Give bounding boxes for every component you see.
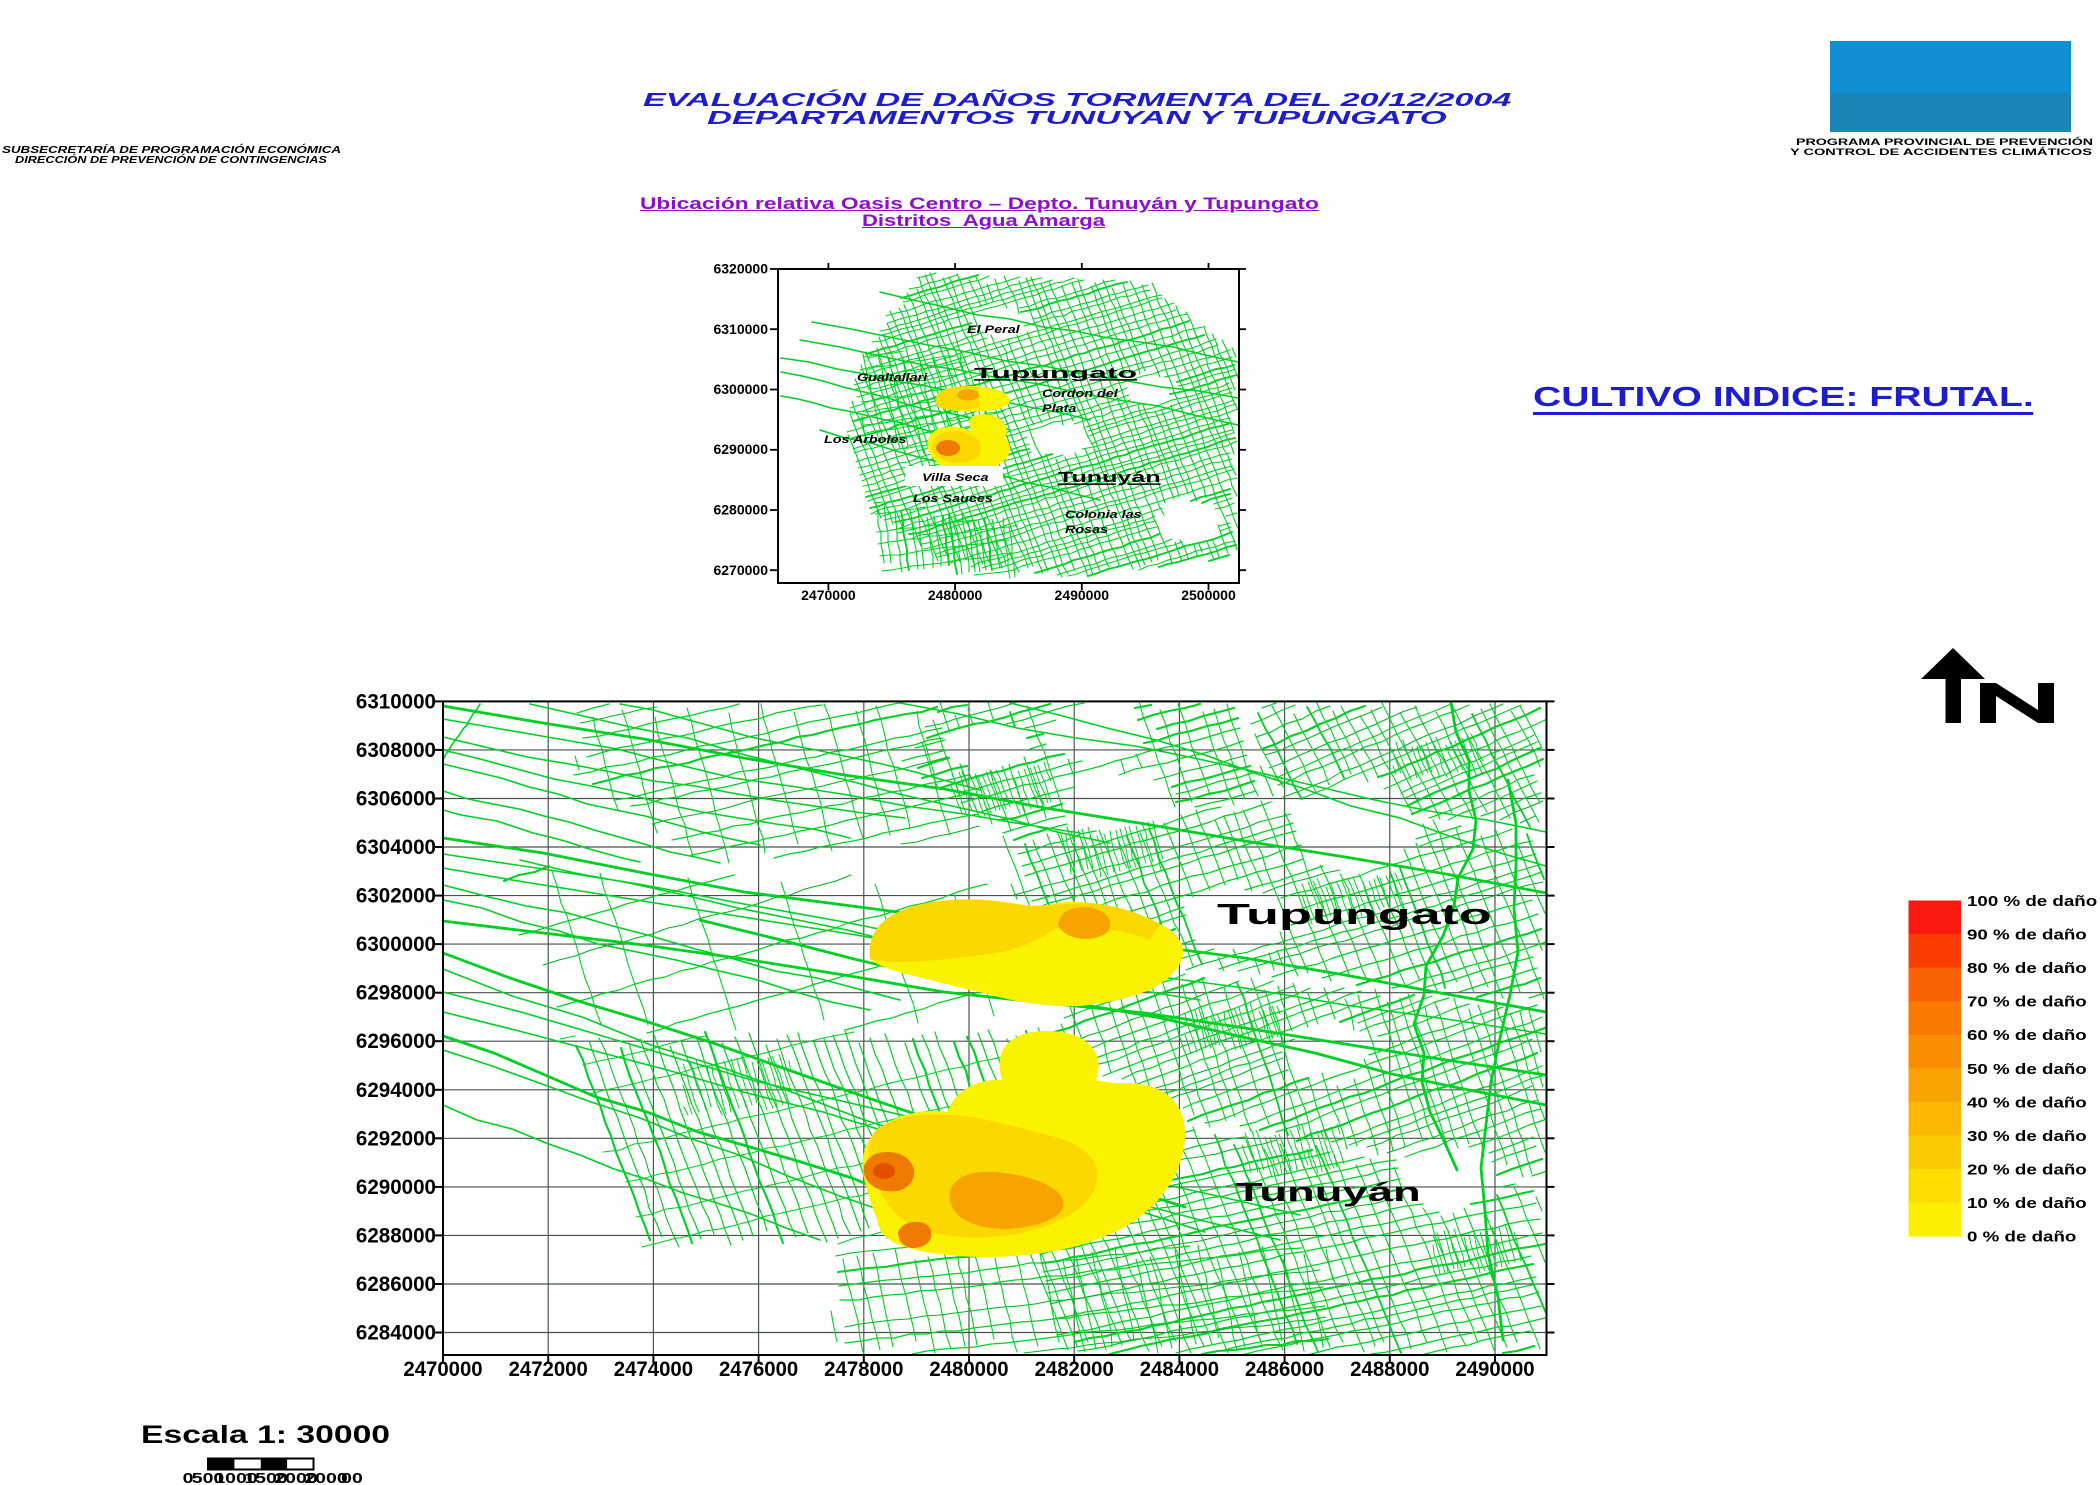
svg-text:6286000: 6286000: [356, 1273, 436, 1296]
svg-text:70 % de daño: 70 % de daño: [1967, 993, 2087, 1010]
svg-text:20 % de daño: 20 % de daño: [1967, 1161, 2087, 1178]
svg-text:2486000: 2486000: [1245, 1358, 1324, 1381]
svg-text:6288000: 6288000: [356, 1224, 436, 1247]
svg-text:6306000: 6306000: [356, 787, 436, 810]
svg-text:Tupungato: Tupungato: [974, 365, 1137, 382]
svg-text:6290000: 6290000: [356, 1176, 436, 1199]
svg-text:Tunuyán: Tunuyán: [1235, 1178, 1421, 1206]
svg-text:2476000: 2476000: [719, 1358, 798, 1381]
svg-text:60 % de daño: 60 % de daño: [1967, 1027, 2087, 1044]
svg-text:6290000: 6290000: [713, 441, 768, 457]
svg-text:2484000: 2484000: [1140, 1358, 1219, 1381]
svg-text:6304000: 6304000: [356, 836, 436, 859]
svg-text:2000: 2000: [304, 1469, 347, 1485]
svg-text:1500: 1500: [244, 1469, 287, 1485]
svg-text:80 % de daño: 80 % de daño: [1967, 960, 2087, 977]
svg-text:6300000: 6300000: [356, 933, 436, 956]
svg-text:100 % de daño: 100 % de daño: [1967, 893, 2097, 910]
svg-text:Tupungato: Tupungato: [1217, 899, 1492, 931]
svg-text:6302000: 6302000: [356, 884, 436, 907]
svg-text:Colonia las: Colonia las: [1065, 507, 1142, 520]
svg-text:Tunuyán: Tunuyán: [1058, 469, 1161, 485]
svg-text:Villa Seca: Villa Seca: [922, 470, 989, 483]
svg-text:6320000: 6320000: [713, 261, 768, 277]
svg-text:2490000: 2490000: [1055, 587, 1110, 603]
svg-text:2480000: 2480000: [929, 1358, 1008, 1381]
svg-text:6284000: 6284000: [356, 1321, 436, 1344]
svg-text:2472000: 2472000: [509, 1358, 588, 1381]
svg-text:2488000: 2488000: [1350, 1358, 1429, 1381]
svg-text:2474000: 2474000: [614, 1358, 693, 1381]
svg-text:2470000: 2470000: [801, 587, 856, 603]
svg-text:10 % de daño: 10 % de daño: [1967, 1195, 2087, 1212]
svg-text:6296000: 6296000: [356, 1030, 436, 1053]
svg-text:2500000: 2500000: [1181, 587, 1236, 603]
svg-text:2480000: 2480000: [928, 587, 983, 603]
svg-text:6292000: 6292000: [356, 1127, 436, 1150]
svg-text:Los Arboles: Los Arboles: [824, 432, 906, 445]
svg-text:Los Sauces: Los Sauces: [913, 491, 993, 504]
svg-text:6294000: 6294000: [356, 1079, 436, 1102]
svg-text:El Peral: El Peral: [967, 322, 1020, 335]
svg-text:6280000: 6280000: [713, 502, 768, 518]
svg-text:40 % de daño: 40 % de daño: [1967, 1094, 2087, 1111]
svg-text:2470000: 2470000: [403, 1358, 482, 1381]
svg-text:0 % de daño: 0 % de daño: [1967, 1228, 2076, 1245]
svg-text:90 % de daño: 90 % de daño: [1967, 926, 2087, 943]
svg-text:2000: 2000: [274, 1469, 317, 1485]
svg-text:Plata: Plata: [1042, 401, 1076, 414]
svg-text:2478000: 2478000: [824, 1358, 903, 1381]
svg-text:30 % de daño: 30 % de daño: [1967, 1128, 2087, 1145]
svg-text:6270000: 6270000: [713, 562, 768, 578]
svg-text:6310000: 6310000: [356, 690, 436, 713]
svg-text:Cordon del: Cordon del: [1042, 386, 1118, 399]
svg-text:00: 00: [341, 1469, 363, 1485]
svg-text:2490000: 2490000: [1455, 1358, 1534, 1381]
svg-text:0: 0: [183, 1469, 194, 1485]
svg-text:50 % de daño: 50 % de daño: [1967, 1061, 2087, 1078]
svg-text:Gualtallari: Gualtallari: [857, 370, 928, 383]
svg-text:500: 500: [192, 1469, 225, 1485]
svg-text:6298000: 6298000: [356, 982, 436, 1005]
svg-text:1000: 1000: [214, 1469, 257, 1485]
svg-text:6300000: 6300000: [713, 381, 768, 397]
svg-text:6310000: 6310000: [713, 321, 768, 337]
svg-text:6308000: 6308000: [356, 739, 436, 762]
svg-text:2482000: 2482000: [1035, 1358, 1114, 1381]
svg-text:Rosas: Rosas: [1065, 522, 1108, 535]
